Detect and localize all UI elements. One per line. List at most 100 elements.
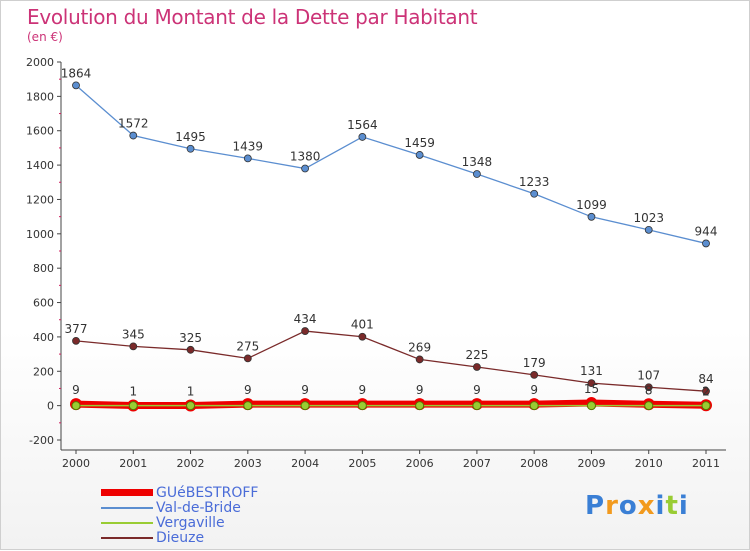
data-label-dieuze: 377	[65, 322, 88, 336]
data-point-val-de-bride	[72, 81, 80, 90]
data-point-vergaville	[472, 401, 482, 411]
data-point-val-de-bride	[243, 154, 252, 163]
data-point-vergaville	[243, 401, 253, 411]
data-label-val-de-bride: 1023	[633, 211, 664, 225]
x-tick-label: 2004	[291, 457, 319, 470]
data-label-dieuze: 269	[408, 340, 431, 354]
data-point-dieuze	[301, 327, 309, 335]
legend-swatch	[101, 536, 153, 539]
data-point-vergaville	[300, 401, 310, 411]
data-point-dieuze	[473, 363, 481, 371]
data-point-vergaville	[644, 401, 654, 411]
x-tick-label: 2001	[119, 457, 147, 470]
data-label-dieuze: 275	[236, 339, 259, 353]
data-point-val-de-bride	[702, 239, 710, 248]
legend-swatch	[101, 521, 153, 524]
data-label-val-de-bride: 944	[695, 224, 718, 238]
data-label-dieuze: 434	[294, 312, 317, 326]
legend-item-dieuze: Dieuze	[101, 529, 258, 546]
logo-letter: r	[605, 491, 619, 521]
data-point-dieuze	[129, 342, 138, 351]
x-tick-label: 2008	[520, 457, 548, 470]
data-label-gu-bestroff: 9	[72, 383, 80, 397]
data-label-dieuze: 325	[179, 331, 202, 345]
data-label-dieuze: 107	[637, 368, 660, 382]
chart-subtitle: (en €)	[27, 30, 63, 44]
data-point-dieuze	[186, 345, 195, 354]
legend-label: Dieuze	[156, 529, 205, 546]
y-tick-label: 1800	[26, 90, 54, 103]
logo-letter: i	[678, 491, 689, 521]
legend-label: GUéBESTROFF	[156, 484, 259, 501]
data-label-val-de-bride: 1495	[175, 130, 206, 144]
data-point-dieuze	[644, 383, 653, 392]
data-point-dieuze	[587, 379, 596, 388]
data-label-dieuze: 345	[122, 327, 145, 341]
data-point-val-de-bride	[358, 133, 367, 141]
legend-item-guebestroff: GUéBESTROFF	[101, 484, 259, 501]
x-tick-label: 2005	[348, 457, 376, 470]
data-label-dieuze: 131	[580, 364, 603, 378]
x-tick-label: 2002	[177, 457, 205, 470]
x-tick-label: 2007	[463, 457, 491, 470]
data-point-dieuze	[530, 370, 539, 379]
chart-title: Evolution du Montant de la Dette par Hab…	[27, 5, 478, 29]
data-label-gu-bestroff: 9	[530, 383, 538, 397]
legend-item-val-de-bride: Val-de-Bride	[101, 499, 258, 516]
data-label-gu-bestroff: 1	[187, 384, 195, 398]
y-tick-label: 1200	[26, 193, 54, 206]
x-tick-label: 2003	[234, 457, 262, 470]
legend-swatch	[101, 489, 153, 496]
data-point-val-de-bride	[415, 151, 424, 159]
data-point-vergaville	[357, 401, 367, 411]
logo-letter: t	[665, 491, 679, 521]
data-label-gu-bestroff: 9	[473, 383, 481, 397]
logo-letter: i	[655, 491, 666, 521]
data-label-dieuze: 179	[523, 356, 546, 370]
y-tick-label: -200	[29, 434, 54, 447]
data-point-val-de-bride	[186, 144, 195, 153]
data-label-val-de-bride: 1099	[576, 198, 607, 212]
data-label-val-de-bride: 1864	[61, 66, 92, 80]
data-point-val-de-bride	[644, 225, 653, 234]
data-label-dieuze: 225	[465, 348, 488, 362]
data-label-val-de-bride: 1564	[347, 118, 378, 132]
data-label-val-de-bride: 1459	[404, 136, 435, 150]
legend-item-vergaville: Vergaville	[101, 514, 258, 531]
y-tick-label: 1000	[26, 228, 54, 241]
proxiti-logo: Proxiti	[585, 491, 689, 521]
x-tick-label: 2011	[692, 457, 720, 470]
x-tick-label: 2006	[406, 457, 434, 470]
legend: GUéBESTROFF Val-de-Bride Vergaville Dieu…	[101, 484, 259, 546]
legend-swatch	[101, 506, 153, 509]
y-tick-label: 0	[47, 400, 54, 413]
logo-letter: o	[618, 491, 638, 521]
data-point-vergaville	[71, 401, 81, 411]
legend-label: Vergaville	[156, 514, 225, 531]
data-point-val-de-bride	[587, 212, 596, 221]
x-tick-label: 2009	[577, 457, 605, 470]
logo-letter: P	[585, 491, 606, 521]
data-label-val-de-bride: 1348	[462, 155, 493, 169]
legend-label: Val-de-Bride	[156, 499, 241, 516]
data-label-gu-bestroff: 2	[702, 384, 710, 398]
data-point-vergaville	[415, 401, 425, 411]
data-label-gu-bestroff: 1	[129, 384, 137, 398]
data-label-gu-bestroff: 9	[244, 383, 252, 397]
data-label-val-de-bride: 1233	[519, 175, 550, 189]
data-point-dieuze	[358, 332, 367, 341]
y-tick-label: 200	[33, 365, 54, 378]
y-tick-label: 2000	[26, 56, 54, 69]
data-label-dieuze: 84	[698, 372, 713, 386]
x-tick-label: 2000	[62, 457, 90, 470]
y-tick-label: 600	[33, 297, 54, 310]
y-tick-label: 1600	[26, 125, 54, 138]
y-tick-label: 800	[33, 262, 54, 275]
x-tick-label: 2010	[635, 457, 663, 470]
data-point-dieuze	[415, 355, 424, 364]
data-point-vergaville	[586, 401, 596, 411]
series-line-val-de-bride	[75, 84, 707, 245]
data-point-dieuze	[243, 354, 252, 363]
data-label-gu-bestroff: 8	[645, 383, 653, 397]
